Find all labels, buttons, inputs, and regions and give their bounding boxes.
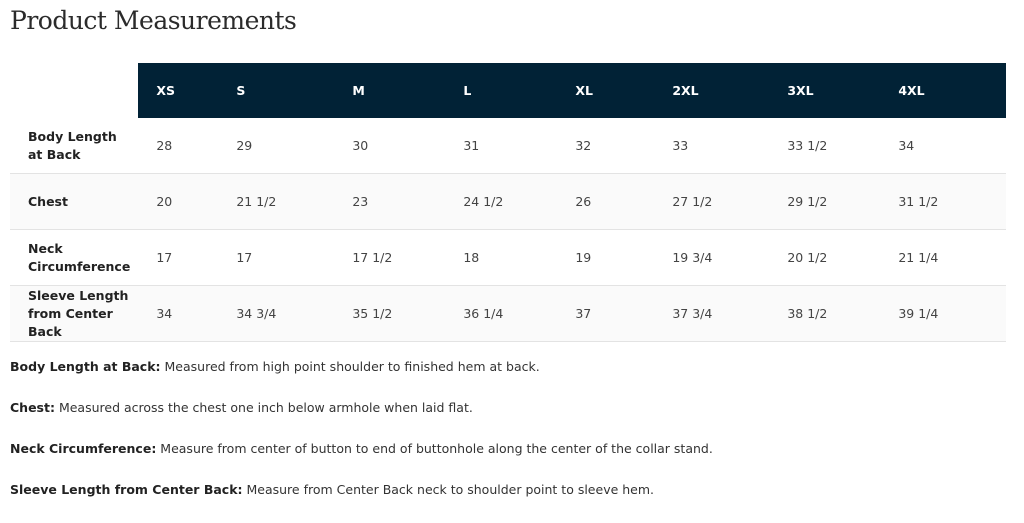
measurement-cell: 20 1/2 [787,229,899,286]
measurement-cell: 17 [138,229,237,286]
row-label: Chest [10,173,139,230]
measurement-cell: 29 1/2 [787,173,899,230]
size-header-row: XS S M L XL 2XL 3XL 4XL [10,63,1006,118]
note-term: Chest: [10,400,55,415]
measurement-cell: 24 1/2 [463,173,576,230]
table-row: Body Length at Back 28 29 30 31 32 33 33 1/2 34 [10,118,1006,174]
note-item: Body Length at Back: Measured from high … [10,359,713,374]
size-header-3xl: 3XL [787,63,899,118]
note-text: Measure from center of button to end of … [156,441,713,456]
size-header-xs: XS [138,63,237,118]
row-label: Sleeve Length from Center Back [10,285,139,342]
measurement-cell: 32 [575,118,673,174]
page-title: Product Measurements [10,6,297,35]
measurement-notes: Body Length at Back: Measured from high … [10,359,713,523]
header-blank-cell [10,63,139,118]
note-text: Measure from Center Back neck to shoulde… [242,482,655,497]
note-item: Chest: Measured across the chest one inc… [10,400,713,415]
measurement-cell: 18 [463,229,576,286]
measurement-cell: 30 [352,118,464,174]
measurement-cell: 19 [575,229,673,286]
note-term: Sleeve Length from Center Back: [10,482,243,497]
measurement-cell: 20 [138,173,237,230]
measurement-cell: 23 [352,173,464,230]
measurement-cell: 38 1/2 [787,285,899,342]
note-item: Sleeve Length from Center Back: Measure … [10,482,713,497]
measurement-cell: 39 1/4 [898,285,1006,342]
size-header-4xl: 4XL [898,63,1006,118]
measurement-cell: 28 [138,118,237,174]
note-item: Neck Circumference: Measure from center … [10,441,713,456]
size-header-s: S [236,63,353,118]
measurement-cell: 26 [575,173,673,230]
measurement-cell: 37 3/4 [672,285,788,342]
measurements-table: XS S M L XL 2XL 3XL 4XL Body Length at Back 28 29… [10,63,1006,342]
table-row: Sleeve Length from Center Back 34 34 3/4 35… [10,285,1006,342]
measurement-cell: 31 1/2 [898,173,1006,230]
table-row: Neck Circumference 17 17 17 1/2 18 19 19 3/4 20… [10,229,1006,286]
measurement-cell: 17 [236,229,353,286]
size-header-l: L [463,63,576,118]
measurement-cell: 21 1/4 [898,229,1006,286]
note-text: Measured across the chest one inch below… [54,400,473,415]
note-term: Neck Circumference: [10,441,157,456]
measurement-cell: 29 [236,118,353,174]
measurement-cell: 17 1/2 [352,229,464,286]
size-header-xl: XL [575,63,673,118]
measurement-cell: 21 1/2 [236,173,353,230]
table-row: Chest 20 21 1/2 23 24 1/2 26 27 1/2 29 1/2 31 1/… [10,173,1006,230]
size-header-m: M [352,63,464,118]
measurement-cell: 33 [672,118,788,174]
measurement-cell: 37 [575,285,673,342]
measurement-cell: 27 1/2 [672,173,788,230]
measurement-cell: 34 [898,118,1006,174]
note-term: Body Length at Back: [10,359,161,374]
measurement-cell: 19 3/4 [672,229,788,286]
size-header-2xl: 2XL [672,63,788,118]
measurement-cell: 35 1/2 [352,285,464,342]
measurement-cell: 36 1/4 [463,285,576,342]
measurement-cell: 34 [138,285,237,342]
measurement-cell: 34 3/4 [236,285,353,342]
row-label: Body Length at Back [10,118,139,174]
note-text: Measured from high point shoulder to fin… [160,359,540,374]
measurement-cell: 33 1/2 [787,118,899,174]
measurement-cell: 31 [463,118,576,174]
row-label: Neck Circumference [10,229,139,286]
